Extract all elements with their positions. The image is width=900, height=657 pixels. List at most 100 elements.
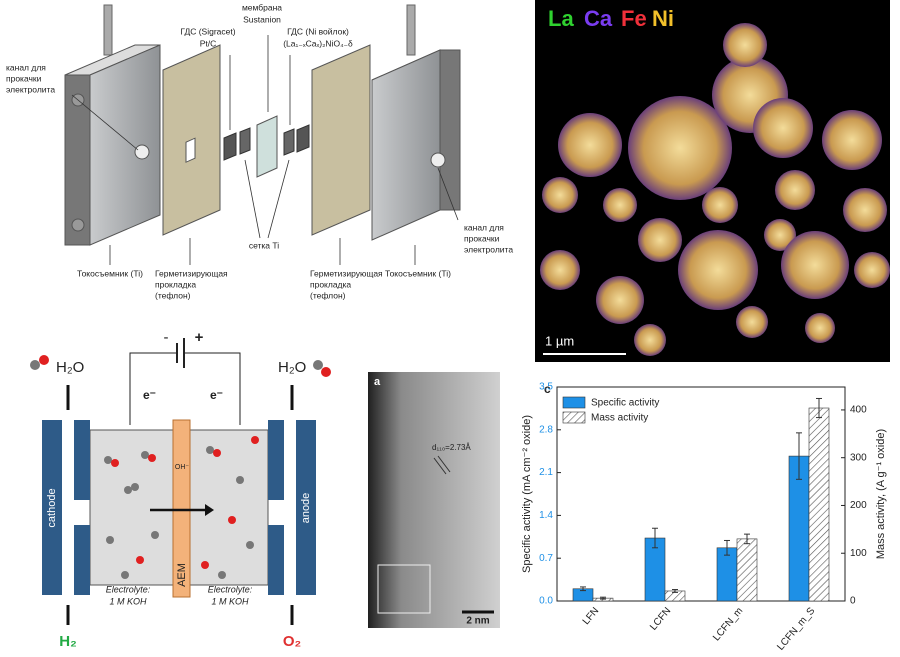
bar-chart: c 0.0 0.7 1.4 2.1 2.8 3.5 0 100 200 300 400 Specifi… (521, 382, 887, 653)
wire (185, 352, 241, 425)
panel-label: c (544, 382, 551, 396)
label: прокачки (464, 233, 500, 243)
mesh (239, 127, 251, 155)
label: электролита (464, 244, 513, 254)
label: (тефлон) (310, 290, 346, 300)
block-face (371, 49, 441, 241)
element-label: Ca (584, 6, 613, 31)
y-axis-label: Specific activity (mA cm⁻² oxide) (521, 415, 533, 573)
cell-diagram: мембрана Sustanion ГДС (Sigracet) Pt/C Г… (6, 2, 513, 300)
label: Pt/C (200, 38, 217, 48)
label: 1 M KOH (211, 596, 249, 606)
electrolyzer: H₂O H₂O - + e⁻ e⁻ cathode anode OH⁻ AEM … (30, 329, 331, 650)
label: + (195, 329, 204, 346)
gasket (311, 44, 371, 236)
label: ГДС (Sigracet) (180, 26, 235, 36)
label: Electrolyte: (106, 584, 151, 594)
label: мембрана (242, 2, 282, 12)
scale-label: 1 µm (545, 333, 574, 348)
x-tick-label: LCFN (648, 606, 673, 633)
edx-map: La Ca Fe Ni 1 µm (535, 0, 890, 362)
port (134, 144, 150, 160)
label: H₂O (56, 359, 84, 376)
particles (540, 23, 890, 356)
element-label: Fe (621, 6, 647, 31)
label: AEM (176, 563, 188, 587)
bar (716, 547, 738, 602)
label: электролита (6, 84, 55, 94)
legend-swatch (562, 396, 586, 409)
terminal (406, 4, 416, 56)
inset-box (377, 564, 431, 614)
y-tick-label: 0.7 (539, 553, 553, 564)
label: канал для (6, 62, 46, 72)
label: прокладка (310, 279, 351, 289)
label: ГДС (Ni войлок) (287, 26, 349, 36)
label: канал для (464, 222, 504, 232)
label: OH⁻ (175, 464, 190, 471)
legend-swatch (562, 411, 586, 424)
y2-tick-label: 0 (850, 596, 856, 607)
arrows (66, 385, 294, 625)
plot-frame (556, 386, 846, 602)
label: (La₁₋ₓCaₓ)₂NiO₄₋δ (283, 38, 353, 48)
tem-background (368, 372, 500, 628)
fringe-mark (433, 457, 447, 475)
gdl (223, 132, 237, 161)
bar (736, 538, 758, 602)
arrow-head (205, 504, 214, 516)
y-tick-label: 2.8 (539, 424, 553, 435)
wire (129, 352, 176, 425)
label: прокачки (6, 73, 42, 83)
label: - (164, 329, 169, 346)
panel-label: a (374, 376, 381, 388)
x-tick-label: LFN (581, 606, 602, 628)
y-tick-label: 0.0 (539, 596, 553, 607)
label: Sustanion (243, 14, 281, 24)
legend-label: Mass activity (591, 413, 648, 424)
membrane (256, 115, 278, 178)
aem (172, 419, 191, 598)
scale-label: 2 nm (466, 616, 489, 627)
y-tick-label: 1.4 (539, 510, 553, 521)
label: anode (300, 493, 312, 524)
y2-tick-label: 300 (850, 452, 867, 463)
label: e⁻ (143, 388, 156, 402)
hole (71, 218, 85, 232)
x-tick-label: LCFN_m_S (775, 605, 817, 652)
label: Electrolyte: (208, 584, 253, 594)
mesh (283, 128, 295, 156)
gasket-window (185, 137, 196, 163)
x-tick-label: LCFN_m (711, 606, 745, 644)
y-tick-label: 2.1 (539, 467, 553, 478)
label: Токосъемник (Ti) (77, 268, 143, 278)
y2-axis-label: Mass activity, (A g⁻¹ oxide) (875, 429, 887, 559)
leader-lines (71, 35, 459, 265)
bar (808, 407, 830, 602)
terminal (103, 4, 113, 56)
electrode (74, 420, 90, 500)
y2-tick-label: 100 (850, 548, 867, 559)
label: Токосъемник (Ti) (385, 268, 451, 278)
label: прокладка (155, 279, 196, 289)
anode-plate (296, 420, 316, 595)
electrode (74, 525, 90, 595)
label: e⁻ (210, 388, 223, 402)
electrode (268, 525, 284, 595)
gdl (296, 124, 310, 153)
label: cathode (46, 488, 58, 527)
y2-tick-label: 200 (850, 500, 867, 511)
tem-image: a d₁₁₀=2.73Å 2 nm (368, 372, 500, 628)
y-tick-label: 3.5 (539, 382, 553, 393)
block-side (439, 49, 461, 211)
port (430, 152, 446, 168)
label: d₁₁₀=2.73Å (432, 443, 471, 452)
label: H₂ (59, 633, 77, 650)
label: 1 M KOH (109, 596, 147, 606)
label: H₂O (278, 359, 306, 376)
label: O₂ (283, 633, 301, 650)
label: Герметизирующая (155, 268, 228, 278)
label: сетка Ti (249, 240, 279, 250)
